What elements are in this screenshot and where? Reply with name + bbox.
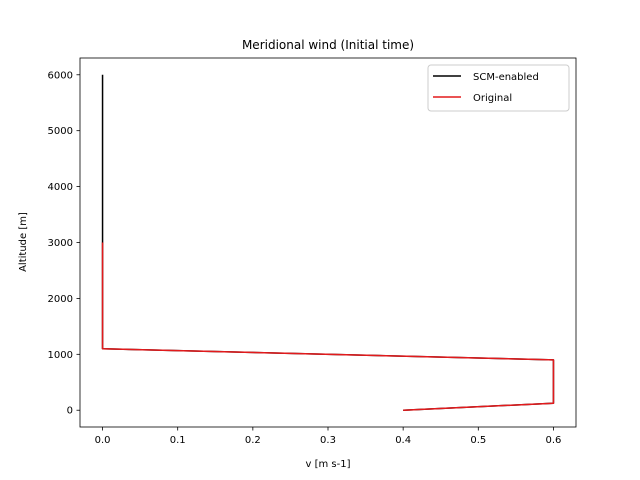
chart-title: Meridional wind (Initial time) <box>242 38 414 52</box>
y-tick-label: 4000 <box>48 182 73 193</box>
legend: SCM-enabled Original <box>427 64 570 112</box>
x-tick-label: 0.3 <box>320 435 336 446</box>
series-line-original <box>101 242 555 411</box>
x-tick-label: 0.0 <box>95 435 111 446</box>
y-tick-label: 3000 <box>48 238 73 249</box>
legend-label-original: Original <box>473 93 512 104</box>
series-layer <box>101 74 555 411</box>
y-tick-label: 1000 <box>48 350 73 361</box>
y-tick-label: 5000 <box>48 126 73 137</box>
legend-label-scm-enabled: SCM-enabled <box>473 72 539 83</box>
y-tick-label: 2000 <box>48 294 73 305</box>
y-tick-label: 0 <box>67 406 73 417</box>
x-tick-label: 0.4 <box>395 435 411 446</box>
x-tick-label: 0.1 <box>170 435 186 446</box>
x-tick-label: 0.2 <box>245 435 261 446</box>
x-axis-label: v [m s-1] <box>306 459 351 470</box>
y-axis-label: Altitude [m] <box>18 212 29 272</box>
x-tick-label: 0.5 <box>470 435 486 446</box>
x-ticks: 0.0 0.1 0.2 0.3 0.4 0.5 0.6 <box>95 427 562 446</box>
x-tick-label: 0.6 <box>546 435 562 446</box>
legend-box <box>427 64 570 112</box>
y-ticks: 0 1000 2000 3000 4000 5000 6000 <box>48 70 80 417</box>
y-tick-label: 6000 <box>48 70 73 81</box>
